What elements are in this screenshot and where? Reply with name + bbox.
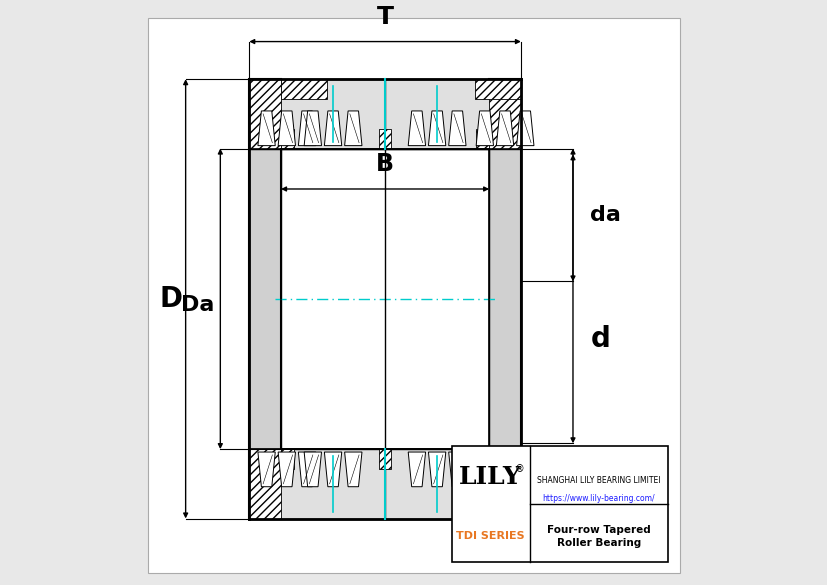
Polygon shape (278, 452, 295, 487)
Polygon shape (324, 111, 342, 146)
Bar (280, 449, 294, 469)
Text: https://www.lily-bearing.com/: https://www.lily-bearing.com/ (542, 494, 654, 503)
Bar (476, 129, 489, 149)
Polygon shape (278, 111, 295, 146)
Text: B: B (375, 152, 394, 176)
Polygon shape (495, 452, 513, 487)
Bar (378, 449, 391, 469)
Polygon shape (408, 452, 425, 487)
Text: da: da (590, 205, 620, 225)
Polygon shape (344, 452, 361, 487)
Polygon shape (304, 452, 321, 487)
Polygon shape (516, 111, 533, 146)
Bar (249, 79, 280, 149)
Bar (249, 79, 280, 518)
Text: T: T (376, 5, 393, 29)
Text: LILY: LILY (459, 466, 521, 490)
Polygon shape (476, 452, 493, 487)
Polygon shape (516, 452, 533, 487)
Polygon shape (344, 111, 361, 146)
Bar (474, 79, 520, 98)
Text: D: D (160, 285, 183, 313)
Bar (451, 446, 667, 562)
Bar (378, 129, 391, 149)
Bar (249, 79, 520, 149)
Bar (476, 449, 489, 469)
Polygon shape (448, 111, 466, 146)
Text: d: d (590, 325, 609, 353)
Text: ®: ® (514, 464, 523, 474)
Bar (489, 79, 520, 149)
Polygon shape (304, 111, 321, 146)
Polygon shape (428, 452, 445, 487)
Polygon shape (476, 111, 493, 146)
Text: TDI SERIES: TDI SERIES (456, 531, 524, 542)
Text: Four-row Tapered
Roller Bearing: Four-row Tapered Roller Bearing (547, 525, 650, 548)
Bar (249, 449, 280, 518)
Polygon shape (257, 111, 275, 146)
Polygon shape (408, 111, 425, 146)
Text: Da: Da (181, 295, 214, 315)
Polygon shape (495, 111, 513, 146)
Bar (249, 449, 520, 518)
Bar (489, 79, 520, 518)
Bar (489, 449, 520, 518)
Polygon shape (448, 452, 466, 487)
Polygon shape (298, 111, 315, 146)
Polygon shape (428, 111, 445, 146)
Bar (280, 149, 489, 449)
Text: SHANGHAI LILY BEARING LIMITEI: SHANGHAI LILY BEARING LIMITEI (537, 476, 660, 486)
Bar (280, 79, 327, 98)
Polygon shape (257, 452, 275, 487)
Polygon shape (324, 452, 342, 487)
Polygon shape (298, 452, 315, 487)
Bar (280, 129, 294, 149)
